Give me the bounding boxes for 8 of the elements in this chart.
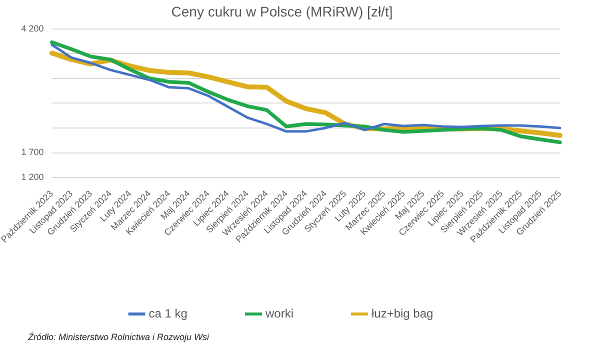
y-tick-label: 1 700 [21,147,44,158]
legend-label: ca 1 kg [148,306,188,320]
legend-label: worki [264,306,294,320]
y-tick-label: 1 200 [21,172,44,182]
y-tick-label: 4 200 [21,23,44,34]
chart-title: Ceny cukru w Polsce (MRiRW) [zł/t] [171,3,393,20]
text: Źródło: Ministerstwo Rolnictwa i Rozwoju Wsi [26,332,210,342]
legend-label: łuz+big bag [371,306,434,320]
